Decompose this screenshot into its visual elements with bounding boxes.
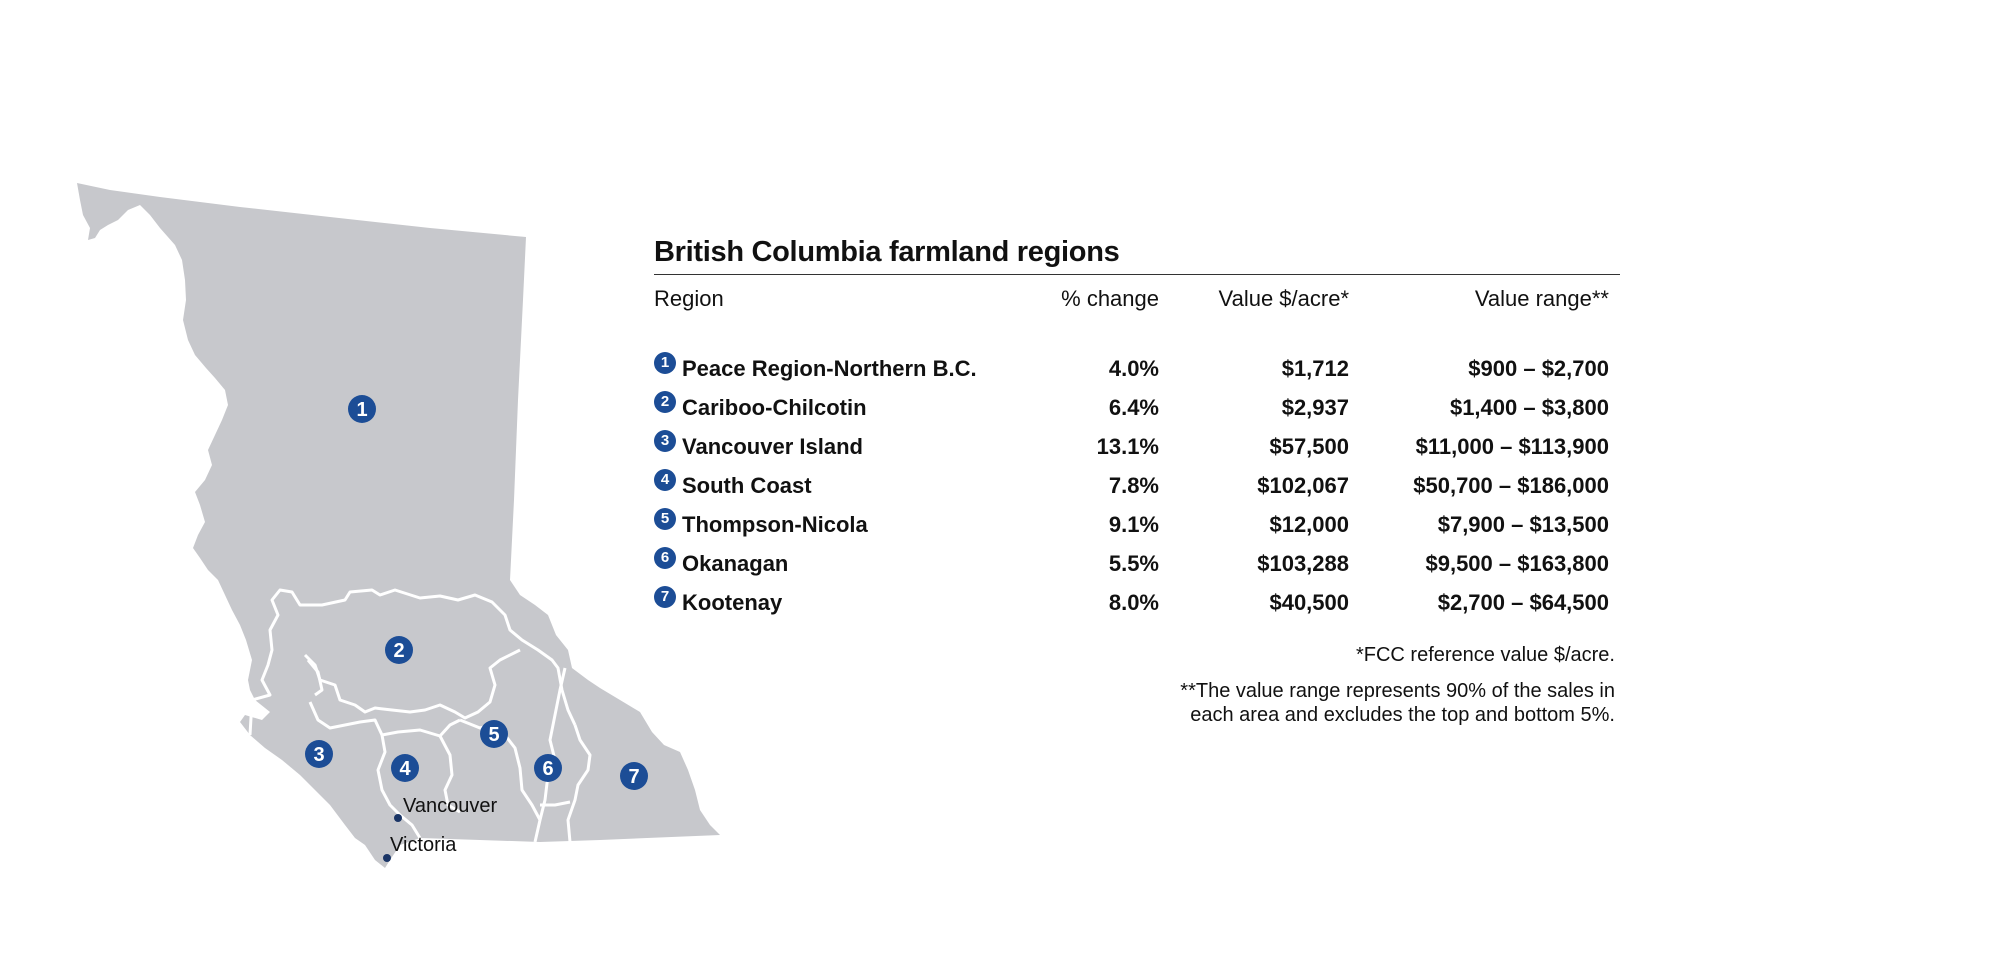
header-range: Value range** <box>1474 286 1609 311</box>
region-marker-1: 1 <box>348 395 376 423</box>
table-row: 7 Kootenay 8.0% $40,500 $2,700 – $64,500 <box>654 586 1624 622</box>
header-change: % change <box>1061 286 1159 311</box>
marker-label: 3 <box>313 744 324 766</box>
region-name: Peace Region-Northern B.C. <box>682 356 977 381</box>
value-per-acre: $2,937 <box>1281 395 1349 420</box>
header-region: Region <box>654 286 724 311</box>
city-label-vancouver: Vancouver <box>403 795 497 817</box>
percent-change: 9.1% <box>1108 512 1159 537</box>
region-name: Vancouver Island <box>682 434 863 459</box>
region-number-badge: 1 <box>654 352 676 374</box>
value-range: $9,500 – $163,800 <box>1425 551 1609 576</box>
region-name: Thompson-Nicola <box>682 512 868 537</box>
footnote-line-2: each area and excludes the top and botto… <box>1190 704 1615 726</box>
value-range: $2,700 – $64,500 <box>1437 590 1609 615</box>
footnote-reference-value: *FCC reference value $/acre. <box>1355 644 1615 666</box>
percent-change: 4.0% <box>1108 356 1159 381</box>
value-range: $11,000 – $113,900 <box>1415 434 1609 459</box>
value-range: $1,400 – $3,800 <box>1449 395 1609 420</box>
table-row: 3 Vancouver Island 13.1% $57,500 $11,000… <box>654 430 1624 466</box>
percent-change: 6.4% <box>1108 395 1159 420</box>
value-per-acre: $12,000 <box>1269 512 1349 537</box>
region-name: Cariboo-Chilcotin <box>682 395 867 420</box>
region-marker-6: 6 <box>534 754 562 782</box>
city-victoria: Victoria <box>383 834 457 862</box>
percent-change: 8.0% <box>1108 590 1159 615</box>
marker-label: 6 <box>542 758 553 780</box>
bc-map: 1 2 3 4 5 6 7 Vancouver <box>0 0 760 962</box>
region-number-badge: 3 <box>654 430 676 452</box>
table-title: British Columbia farmland regions <box>654 236 1120 268</box>
bc-map-svg: 1 2 3 4 5 6 7 Vancouver <box>77 183 720 868</box>
region-number-badge: 7 <box>654 586 676 608</box>
value-per-acre: $102,067 <box>1257 473 1349 498</box>
region-number-badge: 6 <box>654 547 676 569</box>
region-marker-2: 2 <box>385 636 413 664</box>
value-range: $7,900 – $13,500 <box>1437 512 1609 537</box>
percent-change: 7.8% <box>1108 473 1159 498</box>
marker-label: 4 <box>399 758 411 780</box>
value-per-acre: $103,288 <box>1257 551 1349 576</box>
region-marker-4: 4 <box>391 754 419 782</box>
value-per-acre: $1,712 <box>1281 356 1349 381</box>
farmland-table: British Columbia farmland regions Region… <box>654 230 1624 726</box>
footnote-value-range: **The value range represents 90% of the … <box>1095 679 1615 727</box>
table-row: 1 Peace Region-Northern B.C. 4.0% $1,712… <box>654 352 1624 388</box>
title-divider <box>654 274 1620 275</box>
region-number-badge: 2 <box>654 391 676 413</box>
region-marker-7: 7 <box>620 762 648 790</box>
region-name: Okanagan <box>682 551 789 576</box>
table-row: 6 Okanagan 5.5% $103,288 $9,500 – $163,8… <box>654 547 1624 583</box>
city-label-victoria: Victoria <box>390 834 457 856</box>
region-number-badge: 4 <box>654 469 676 491</box>
city-vancouver: Vancouver <box>394 795 497 822</box>
percent-change: 5.5% <box>1108 551 1159 576</box>
value-range: $50,700 – $186,000 <box>1413 473 1609 498</box>
marker-label: 2 <box>393 640 404 662</box>
marker-label: 7 <box>628 766 639 788</box>
table-row: 5 Thompson-Nicola 9.1% $12,000 $7,900 – … <box>654 508 1624 544</box>
region-marker-5: 5 <box>480 720 508 748</box>
value-per-acre: $40,500 <box>1269 590 1349 615</box>
region-marker-3: 3 <box>305 740 333 768</box>
value-per-acre: $57,500 <box>1269 434 1349 459</box>
marker-label: 5 <box>488 724 499 746</box>
region-name: Kootenay <box>682 590 783 615</box>
region-number-badge: 5 <box>654 508 676 530</box>
footnote-line-1: **The value range represents 90% of the … <box>1180 680 1615 702</box>
table-row: 4 South Coast 7.8% $102,067 $50,700 – $1… <box>654 469 1624 505</box>
percent-change: 13.1% <box>1096 434 1159 459</box>
marker-label: 1 <box>356 399 367 421</box>
header-value: Value $/acre* <box>1218 286 1349 311</box>
value-range: $900 – $2,700 <box>1468 356 1609 381</box>
region-name: South Coast <box>682 473 812 498</box>
table-row: 2 Cariboo-Chilcotin 6.4% $2,937 $1,400 –… <box>654 391 1624 427</box>
